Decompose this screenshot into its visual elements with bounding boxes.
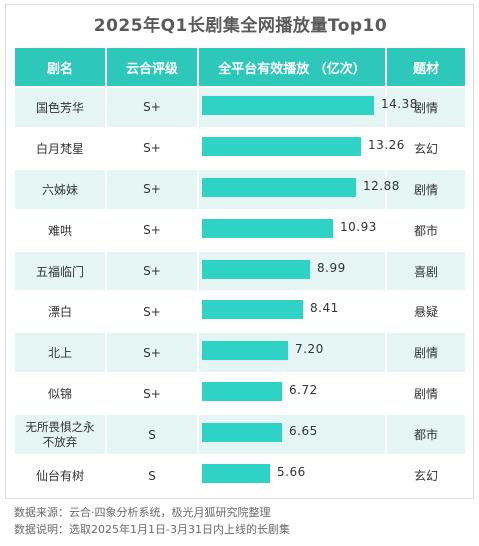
views-bar [202, 218, 333, 238]
table-row: 仙台有树 S 5.66 玄幻 [15, 454, 465, 495]
drama-name: 漂白 [15, 290, 107, 332]
grade-cell: S+ [107, 331, 199, 373]
drama-name: 似锦 [15, 372, 107, 414]
views-cell: 7.20 [199, 331, 387, 373]
drama-name: 无所畏惧之永 不放弃 [15, 413, 107, 455]
genre-cell: 剧情 [387, 86, 465, 127]
views-bar [202, 177, 356, 197]
table-row: 北上 S+ 7.20 剧情 [15, 331, 465, 373]
grade-cell: S [107, 413, 199, 455]
footnotes: 数据来源：云合·四象分析系统，极光月狐研究院整理 数据说明：选取2025年1月1… [14, 504, 290, 538]
header-views: 全平台有效播放 （亿次） [199, 48, 387, 86]
views-value-label: 6.65 [289, 424, 318, 439]
genre-cell: 玄幻 [387, 454, 465, 495]
views-cell: 8.41 [199, 290, 387, 332]
views-value-label: 10.93 [340, 219, 377, 234]
table-row: 难哄 S+ 10.93 都市 [15, 208, 465, 250]
genre-cell: 玄幻 [387, 126, 465, 168]
table-row: 漂白 S+ 8.41 悬疑 [15, 290, 465, 332]
genre-cell: 都市 [387, 208, 465, 250]
views-value-label: 13.26 [368, 137, 405, 152]
views-cell: 6.72 [199, 372, 387, 414]
grade-cell: S+ [107, 126, 199, 168]
drama-name: 北上 [15, 331, 107, 373]
views-value-label: 6.72 [289, 383, 318, 398]
drama-name-line: 无所畏惧之永 [25, 419, 95, 434]
views-value-label: 8.99 [317, 260, 346, 275]
drama-name: 国色芳华 [15, 86, 107, 127]
views-bar [202, 464, 270, 484]
table-row: 无所畏惧之永 不放弃 S 6.65 都市 [15, 413, 465, 455]
drama-name: 六姊妹 [15, 167, 107, 209]
views-cell: 14.38 [199, 86, 417, 127]
views-bar [202, 259, 310, 279]
grade-cell: S+ [107, 86, 199, 127]
drama-name: 仙台有树 [15, 454, 107, 495]
table-header-row: 剧名 云合评级 全平台有效播放 （亿次） 题材 [15, 48, 465, 86]
grade-cell: S+ [107, 208, 199, 250]
views-bar [202, 136, 361, 156]
header-genre: 题材 [387, 48, 465, 86]
table-row: 五福临门 S+ 8.99 喜剧 [15, 249, 465, 291]
drama-name-line: 不放弃 [42, 434, 78, 449]
genre-cell: 都市 [387, 413, 465, 455]
grade-cell: S+ [107, 167, 199, 209]
genre-cell: 剧情 [387, 167, 465, 209]
table-row: 似锦 S+ 6.72 剧情 [15, 372, 465, 414]
views-value-label: 7.20 [295, 342, 324, 357]
views-bar [202, 300, 303, 320]
table-row: 白月梵星 S+ 13.26 玄幻 [15, 126, 465, 168]
table-body: 国色芳华 S+ 14.38 剧情 白月梵星 S+ 13.26 玄幻 六姊妹 S+ 12.88 剧情 难哄… [15, 86, 465, 495]
header-drama-name: 剧名 [15, 48, 107, 86]
views-value-label: 8.41 [310, 301, 339, 316]
grade-cell: S+ [107, 249, 199, 291]
views-cell: 13.26 [199, 126, 404, 168]
views-value-label: 5.66 [277, 465, 306, 480]
views-cell: 12.88 [199, 167, 399, 209]
grade-cell: S [107, 454, 199, 495]
genre-cell: 剧情 [387, 372, 465, 414]
chart-title: 2025年Q1长剧集全网播放量Top10 [93, 16, 388, 36]
views-bar [202, 96, 374, 115]
header-grade: 云合评级 [107, 48, 199, 86]
views-cell: 10.93 [199, 208, 387, 250]
views-value-label: 14.38 [381, 97, 418, 111]
genre-cell: 喜剧 [387, 249, 465, 291]
genre-cell: 剧情 [387, 331, 465, 373]
grade-cell: S+ [107, 290, 199, 332]
drama-name: 难哄 [15, 208, 107, 250]
drama-name: 白月梵星 [15, 126, 107, 168]
views-cell: 8.99 [199, 249, 387, 291]
source-note: 数据来源：云合·四象分析系统，极光月狐研究院整理 [14, 506, 271, 519]
views-bar [202, 341, 288, 361]
views-cell: 5.66 [199, 454, 387, 495]
drama-name: 五福临门 [15, 249, 107, 291]
explain-note: 数据说明：选取2025年1月1日-3月31日内上线的长剧集 [14, 523, 290, 536]
genre-cell: 悬疑 [387, 290, 465, 332]
views-value-label: 12.88 [363, 178, 400, 193]
table-row: 国色芳华 S+ 14.38 剧情 [15, 86, 465, 127]
grade-cell: S+ [107, 372, 199, 414]
views-bar [202, 423, 282, 443]
views-bar [202, 382, 282, 402]
views-cell: 6.65 [199, 413, 387, 455]
ranking-table: 剧名 云合评级 全平台有效播放 （亿次） 题材 国色芳华 S+ 14.38 剧情 白月梵… [15, 48, 465, 495]
table-row: 六姊妹 S+ 12.88 剧情 [15, 167, 465, 209]
